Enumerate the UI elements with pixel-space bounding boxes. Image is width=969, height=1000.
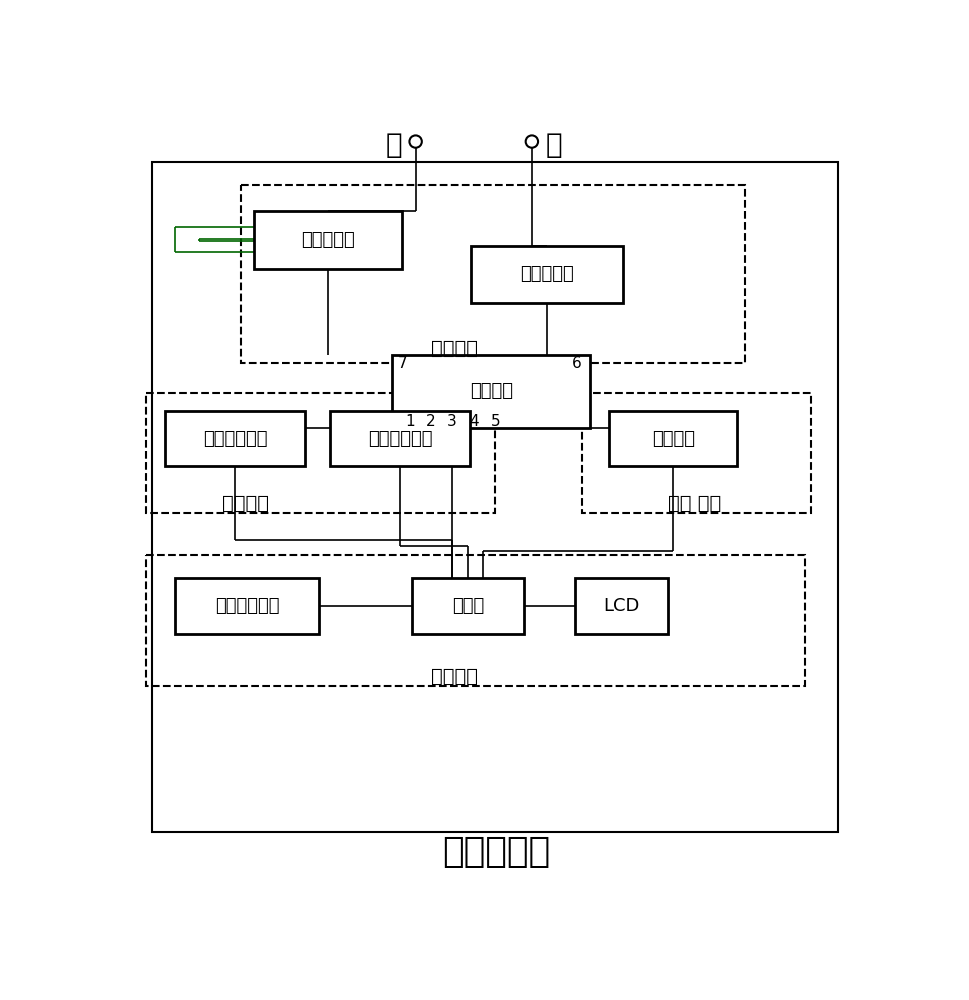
Text: 电压传感器: 电压传感器 (301, 231, 355, 249)
Bar (575, 578, 668, 634)
Text: 5: 5 (490, 414, 500, 429)
Bar (241, 185, 745, 363)
Text: 故障识别单元: 故障识别单元 (203, 430, 267, 448)
Bar (330, 411, 470, 466)
Text: 智能充电器: 智能充电器 (443, 834, 550, 868)
Text: 诊断模块: 诊断模块 (222, 494, 268, 513)
Bar (146, 393, 495, 513)
Text: 检测模块: 检测模块 (431, 339, 478, 358)
Text: 多路开关: 多路开关 (470, 382, 513, 400)
Bar (412, 578, 524, 634)
Text: 充电单元: 充电单元 (652, 430, 695, 448)
Bar (175, 578, 319, 634)
Text: 电流传感器: 电流传感器 (520, 265, 574, 283)
Text: 2: 2 (426, 414, 436, 429)
Text: 控制模块: 控制模块 (431, 666, 478, 685)
Text: LCD: LCD (603, 597, 640, 615)
Text: 1: 1 (405, 414, 415, 429)
Bar (610, 411, 737, 466)
Text: 模式选择按键: 模式选择按键 (215, 597, 279, 615)
Text: 6: 6 (572, 356, 581, 371)
Text: 7: 7 (398, 356, 407, 371)
Text: 3: 3 (447, 414, 457, 429)
Text: 单片机: 单片机 (452, 597, 484, 615)
Text: 4: 4 (469, 414, 479, 429)
Bar (166, 411, 305, 466)
Bar (255, 211, 402, 269)
Bar (152, 162, 838, 832)
Text: 充电 模块: 充电 模块 (668, 494, 721, 513)
Bar (472, 246, 622, 303)
Bar (392, 355, 590, 428)
Bar (146, 555, 804, 686)
Bar (582, 393, 811, 513)
Text: ＋: ＋ (546, 131, 562, 159)
Text: 容量测试单元: 容量测试单元 (368, 430, 432, 448)
Text: －: － (386, 131, 402, 159)
